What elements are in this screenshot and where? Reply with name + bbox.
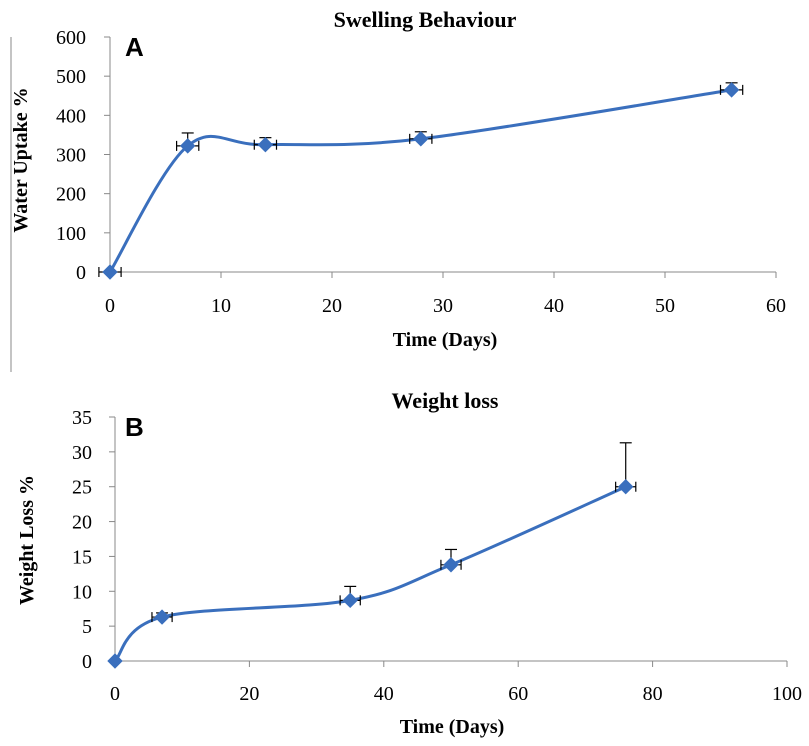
data-point-marker — [413, 131, 429, 147]
x-axis-label: Time (Days) — [400, 716, 505, 738]
x-tick-label: 40 — [544, 295, 564, 317]
chart-panel-a: Swelling Behaviour A 0 100 200 300 400 500 600 0 1… — [10, 7, 786, 372]
x-tick-label: 20 — [239, 683, 259, 705]
x-tick-label: 60 — [508, 683, 528, 705]
y-tick-label: 5 — [82, 616, 92, 638]
x-tick-label: 60 — [766, 295, 786, 317]
y-tick-label: 0 — [82, 651, 92, 673]
data-point-marker — [723, 82, 740, 98]
x-axis-label: Time (Days) — [393, 329, 498, 351]
x-tick-label: 20 — [322, 295, 342, 317]
y-axis-label: Water Uptake % — [10, 87, 32, 232]
x-tick-label: 40 — [374, 683, 394, 705]
x-tick-label: 30 — [433, 295, 453, 317]
y-axis-label: Weight Loss % — [16, 475, 38, 605]
x-tick-label: 80 — [643, 683, 663, 705]
y-tick-label: 400 — [56, 105, 86, 127]
y-tick-label: 20 — [72, 512, 92, 534]
y-tick-label: 600 — [56, 27, 86, 49]
y-tick-label: 30 — [72, 442, 92, 464]
data-point-marker — [102, 264, 118, 280]
panel-label: A — [125, 32, 144, 62]
data-point-marker — [179, 138, 196, 154]
series-line — [108, 88, 734, 274]
data-point-marker — [257, 137, 274, 153]
x-tick-label: 0 — [105, 295, 115, 317]
chart-title: Weight loss — [392, 388, 499, 413]
y-tick-label: 35 — [72, 407, 92, 429]
data-point-marker — [107, 653, 123, 669]
y-tick-label: 500 — [56, 66, 86, 88]
x-tick-label: 0 — [110, 683, 120, 705]
chart-title: Swelling Behaviour — [334, 7, 517, 32]
x-tick-label: 100 — [772, 683, 802, 705]
data-point-marker — [618, 479, 634, 495]
y-tick-label: 300 — [56, 145, 86, 167]
x-tick-label: 10 — [211, 295, 231, 317]
y-tick-label: 15 — [72, 546, 92, 568]
data-point-marker — [443, 557, 459, 573]
data-point-marker — [342, 592, 358, 609]
data-point-marker — [154, 609, 170, 625]
y-tick-label: 25 — [72, 477, 92, 499]
series-line — [113, 485, 628, 663]
panel-label: B — [125, 412, 144, 442]
y-tick-label: 200 — [56, 184, 86, 206]
x-tick-label: 50 — [655, 295, 675, 317]
chart-panel-b: Weight loss B 0 5 10 15 20 25 30 35 0 20 40 60 80 100 Ti… — [16, 388, 802, 738]
y-tick-label: 10 — [72, 581, 92, 603]
y-tick-label: 0 — [76, 262, 86, 284]
y-tick-label: 100 — [56, 223, 86, 245]
